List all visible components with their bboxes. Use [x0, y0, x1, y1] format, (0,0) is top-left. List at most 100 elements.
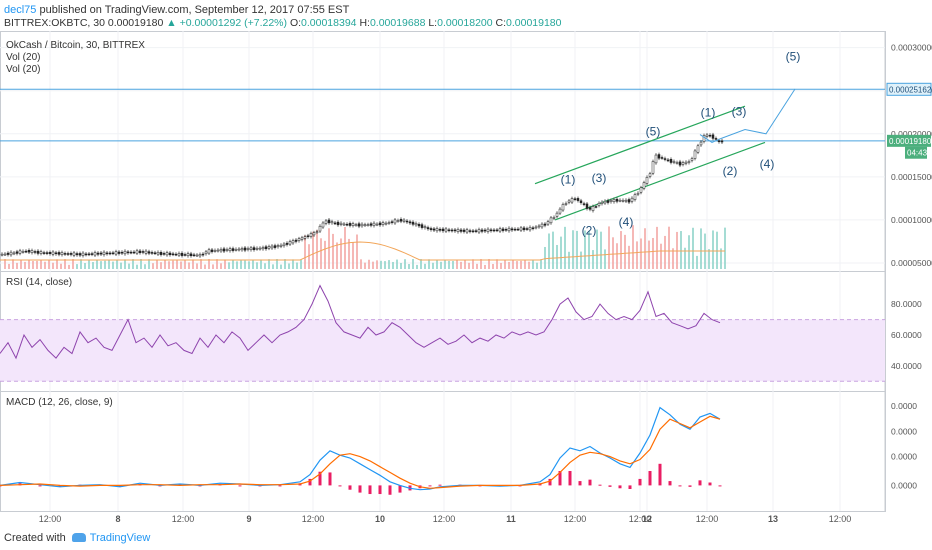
chart-canvas[interactable]: 12:00 8 12:00 9 12:00 10 12:00 11 12:00 12:0012 12…: [0, 31, 932, 527]
x-tick-label: 12: [642, 514, 652, 524]
candle-body: [45, 252, 49, 254]
macd-histogram-bar: [348, 485, 352, 490]
candle-body: [87, 253, 91, 256]
candle-body: [663, 158, 667, 160]
volume-bar: [36, 260, 38, 269]
candle-body: [333, 222, 337, 225]
macd-histogram-bar: [668, 481, 672, 486]
volume-bar: [684, 247, 686, 269]
x-tick-label: 12:00: [829, 514, 852, 524]
candle-body: [93, 252, 97, 256]
candle-body: [84, 253, 88, 256]
volume-bar: [544, 246, 546, 269]
author-link[interactable]: decl75: [4, 4, 37, 16]
volume-bar: [512, 260, 514, 269]
candle-body: [171, 253, 175, 256]
volume-bar: [716, 231, 718, 269]
volume-bar: [464, 259, 466, 269]
candle-body: [660, 157, 664, 159]
candle-body: [33, 251, 37, 253]
price-change: ▲ +0.00001292 (+7.22%): [166, 17, 288, 29]
candle-body: [348, 223, 352, 226]
candle-body: [612, 199, 616, 202]
candle-body: [81, 252, 85, 256]
ohlc-line: BITTREX:OKBTC, 30 0.00019180 ▲ +0.000012…: [4, 17, 562, 29]
candle-body: [711, 134, 715, 139]
macd-histogram-bar: [548, 478, 552, 486]
candle-body: [462, 229, 466, 232]
candle-body: [591, 206, 595, 211]
candle-body: [537, 225, 541, 228]
candle-body: [330, 221, 334, 224]
x-tick-label: 12:00: [564, 514, 587, 524]
volume-bar: [344, 227, 346, 269]
candle-body: [522, 227, 526, 231]
volume-bar: [584, 230, 586, 269]
candle-body: [621, 200, 625, 202]
candle-body: [96, 252, 100, 255]
chart-frame[interactable]: 12:00 8 12:00 9 12:00 10 12:00 11 12:00 12:00 12 12…: [0, 31, 932, 527]
volume-bar: [608, 226, 610, 269]
volume-bar: [688, 235, 690, 269]
candle-body: [495, 229, 499, 232]
candle-body: [555, 212, 559, 217]
candle-body: [585, 203, 589, 209]
volume-bar: [420, 259, 422, 269]
candle-body: [108, 252, 112, 255]
price-scale-badge-text: 0.00019180: [889, 137, 932, 146]
candle-body: [579, 200, 583, 203]
candle-body: [657, 154, 661, 159]
wave-label: (2): [723, 164, 738, 178]
candle-body: [126, 251, 130, 254]
candle-body: [582, 203, 586, 205]
volume-bar: [164, 259, 166, 269]
candle-body: [516, 228, 520, 231]
candle-body: [105, 252, 109, 255]
candle-body: [192, 254, 196, 257]
candle-body: [72, 252, 76, 256]
wave-label: (4): [760, 157, 775, 171]
x-tick-label: 10: [375, 514, 385, 524]
volume-bar: [632, 225, 634, 269]
macd-histogram-bar: [718, 485, 722, 487]
candle-body: [549, 217, 553, 224]
volume-bar: [436, 259, 438, 269]
volume-bar: [108, 260, 110, 269]
volume-bar: [272, 264, 274, 269]
volume-bar: [580, 251, 582, 269]
macd-histogram-bar: [588, 479, 592, 486]
macd-histogram-bar: [338, 485, 342, 487]
candle-body: [720, 140, 724, 143]
volume-bar: [700, 228, 702, 269]
volume-bar: [276, 259, 278, 269]
volume-bar: [88, 259, 90, 269]
volume-bar: [156, 259, 158, 269]
volume-bar: [452, 260, 454, 269]
volume-bar: [384, 261, 386, 269]
candle-body: [141, 251, 145, 253]
volume-bar: [60, 263, 62, 269]
macd-histogram-bar: [438, 484, 442, 486]
volume-bar: [184, 259, 186, 269]
candle-body: [39, 251, 43, 254]
volume-bar: [92, 262, 94, 269]
volume-bar: [400, 262, 402, 269]
wave-projection-path: [699, 88, 796, 143]
candle-body: [234, 248, 238, 251]
candle-body: [354, 224, 358, 226]
volume-bar: [316, 229, 318, 269]
candle-body: [222, 248, 226, 252]
volume-bar: [292, 259, 294, 269]
tradingview-brand[interactable]: TradingView: [89, 532, 151, 544]
volume-bar: [672, 248, 674, 269]
macd-histogram-bar: [568, 471, 572, 486]
macd-histogram-bar: [648, 471, 652, 486]
volume-bar: [404, 259, 406, 269]
candle-body: [6, 252, 10, 255]
x-tick-label: 8: [115, 514, 120, 524]
macd-histogram-bar: [658, 463, 662, 486]
candle-body: [597, 203, 601, 206]
candle-body: [300, 237, 304, 240]
volume-bar: [96, 260, 98, 269]
volume-bar: [644, 228, 646, 269]
